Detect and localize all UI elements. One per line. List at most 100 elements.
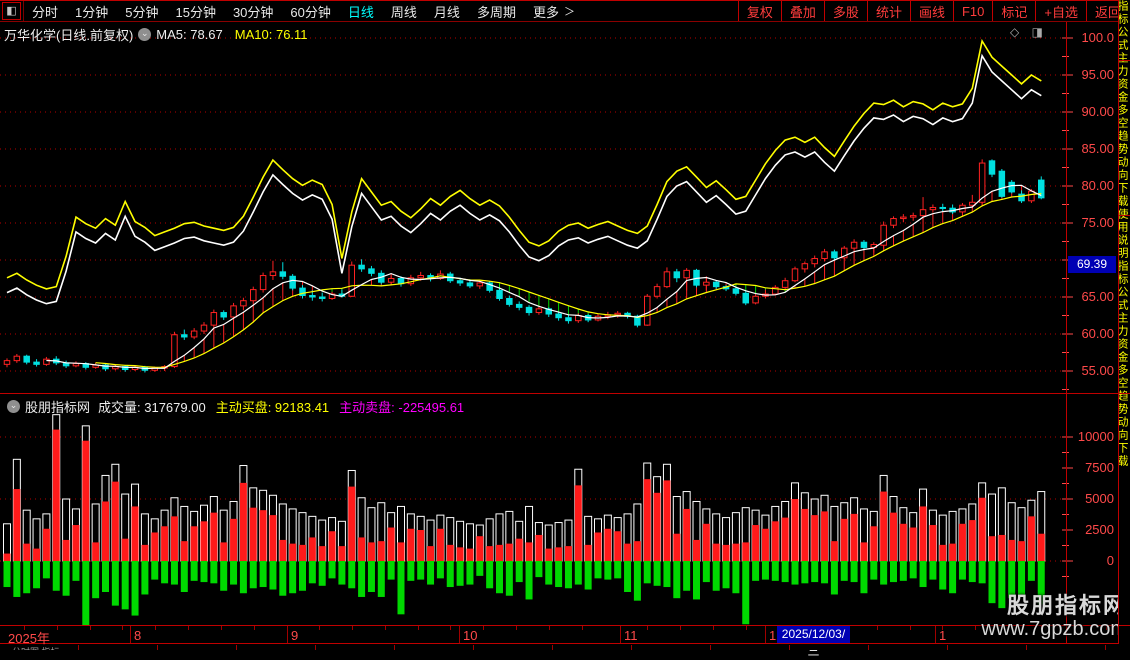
month-label-1: 1 [939, 628, 947, 643]
price-label-60.00: 60.00 [1081, 326, 1114, 341]
month-label-10: 10 [463, 628, 478, 643]
volume-indicator-chart[interactable] [0, 394, 1130, 625]
month-boundary-8 [130, 626, 131, 643]
clipped-bottom-tabs-text: 分时图 指标 [12, 647, 60, 650]
period-tab-30分钟[interactable]: 30分钟 [232, 4, 274, 20]
clipped-bottom-tabs: 分时图 指标 [0, 645, 1130, 650]
toolbar-button-标记[interactable]: 标记 [992, 1, 1035, 21]
date-minor-tick [1041, 626, 1042, 630]
date-minor-tick [155, 626, 156, 630]
toolbar-right-buttons: 复权 叠加 多股 统计 画线 F10 标记 +自选 返回 [737, 1, 1130, 21]
toolbar-button-统计[interactable]: 统计 [866, 1, 910, 21]
date-minor-tick [647, 626, 648, 630]
toolbar-button-复权[interactable]: 复权 [737, 1, 781, 21]
price-label-100.0: 100.0 [1081, 30, 1114, 45]
period-tab-日线[interactable]: 日线 [347, 4, 374, 20]
date-minor-tick [188, 626, 189, 630]
price-label-65.00: 65.00 [1081, 289, 1114, 304]
month-label-11: 11 [624, 628, 638, 643]
top-toolbar: ◧ 分时 1分钟 5分钟 15分钟 30分钟 60分钟 日线 周线 月线 多周期 更多 ＞ 复权 叠加多… [0, 0, 1130, 22]
period-tab-60分钟[interactable]: 60分钟 [290, 4, 331, 20]
toolbar-button-多股[interactable]: 多股 [823, 1, 867, 21]
date-minor-tick [975, 626, 976, 630]
date-minor-tick [680, 626, 681, 630]
date-axis: 2025年 891011121 [0, 625, 1130, 646]
period-tab-月线[interactable]: 月线 [433, 4, 460, 20]
clipped-side-panel-text: 指标公式主力资金多空趋势动向下载使用说明指标公式主力资金多空趋势动向下载 [1118, 0, 1128, 468]
chart-corner-controls: ◇ ◨ [1010, 25, 1043, 39]
price-label-85.00: 85.00 [1081, 141, 1114, 156]
chevron-down-icon[interactable]: ⌄ [138, 28, 152, 41]
period-tab-多周期[interactable]: 多周期 [476, 4, 516, 20]
price-label-55.00: 55.00 [1081, 363, 1114, 378]
date-minor-tick [221, 626, 222, 630]
period-tabs: 分时 1分钟 5分钟 15分钟 30分钟 60分钟 日线 周线 月线 多周期 更多 ＞ [23, 1, 738, 21]
toolbar-button-+自选[interactable]: +自选 [1035, 1, 1086, 21]
month-boundary-10 [459, 626, 460, 643]
month-boundary-1 [935, 626, 936, 643]
date-minor-tick [910, 626, 911, 630]
main-price-chart[interactable] [0, 22, 1130, 393]
period-tab-更多[interactable]: 更多 [532, 4, 559, 20]
toolbar-button-叠加[interactable]: 叠加 [780, 1, 824, 21]
chevron-down-icon[interactable]: ⌄ [7, 400, 20, 413]
date-minor-tick [516, 626, 517, 630]
date-minor-tick [57, 626, 58, 630]
volume-label-7500: 7500 [1085, 460, 1114, 475]
month-boundary-12 [765, 626, 766, 643]
month-boundary-9 [287, 626, 288, 643]
current-date-box: 2025/12/03/三 [777, 626, 850, 658]
date-minor-tick [877, 626, 878, 630]
clipped-side-panel: 指标公式主力资金多空趋势动向下载使用说明指标公式主力资金多空趋势动向下载 [1118, 0, 1130, 644]
date-minor-tick [450, 626, 451, 630]
split-window-icon[interactable]: ◨ [1031, 25, 1043, 39]
volume-label-0: 0 [1106, 553, 1114, 568]
date-minor-tick [713, 626, 714, 630]
overlay-lines [6, 38, 1042, 305]
date-minor-tick [1106, 626, 1107, 630]
date-minor-tick [942, 626, 943, 630]
month-label-9: 9 [291, 628, 299, 643]
date-minor-tick [122, 626, 123, 630]
side-panel-divider [1118, 60, 1130, 61]
price-label-95.00: 95.00 [1081, 67, 1114, 82]
side-panel-divider [1118, 215, 1130, 216]
period-tab-1分钟[interactable]: 1分钟 [75, 4, 109, 20]
layout-split-icon[interactable]: ◧ [2, 2, 21, 20]
price-label-75.00: 75.00 [1081, 215, 1114, 230]
price-axis-line [1066, 22, 1067, 644]
date-minor-tick [549, 626, 550, 630]
ma-band-hatch [95, 185, 1042, 369]
month-label-8: 8 [134, 628, 142, 643]
toolbar-button-F10[interactable]: F10 [952, 1, 992, 21]
date-minor-tick [418, 626, 419, 630]
ma-lines [46, 184, 1042, 370]
side-panel-divider [1118, 625, 1130, 626]
year-label: 2025年 [8, 631, 50, 646]
volume-bars [3, 414, 1046, 625]
diamond-icon[interactable]: ◇ [1010, 25, 1020, 39]
date-minor-tick [90, 626, 91, 630]
date-minor-tick [319, 626, 320, 630]
side-panel-divider [1118, 393, 1130, 394]
date-minor-tick [1074, 626, 1075, 630]
period-tab-5分钟[interactable]: 5分钟 [125, 4, 159, 20]
date-minor-tick [483, 626, 484, 630]
volume-label-2500: 2500 [1085, 522, 1114, 537]
period-tab-15分钟[interactable]: 15分钟 [175, 4, 216, 20]
date-minor-tick [385, 626, 386, 630]
toolbar-button-画线[interactable]: 画线 [909, 1, 953, 21]
candlesticks [3, 159, 1045, 373]
period-tab-周线[interactable]: 周线 [390, 4, 417, 20]
date-minor-tick [1008, 626, 1009, 630]
period-tab-分时[interactable]: 分时 [32, 4, 59, 20]
date-minor-tick [352, 626, 353, 630]
date-minor-tick [582, 626, 583, 630]
volume-label-5000: 5000 [1085, 491, 1114, 506]
date-minor-tick [254, 626, 255, 630]
date-minor-tick [24, 626, 25, 630]
more-arrow-icon[interactable]: ＞ [563, 6, 575, 18]
price-label-90.00: 90.00 [1081, 104, 1114, 119]
date-minor-tick [746, 626, 747, 630]
